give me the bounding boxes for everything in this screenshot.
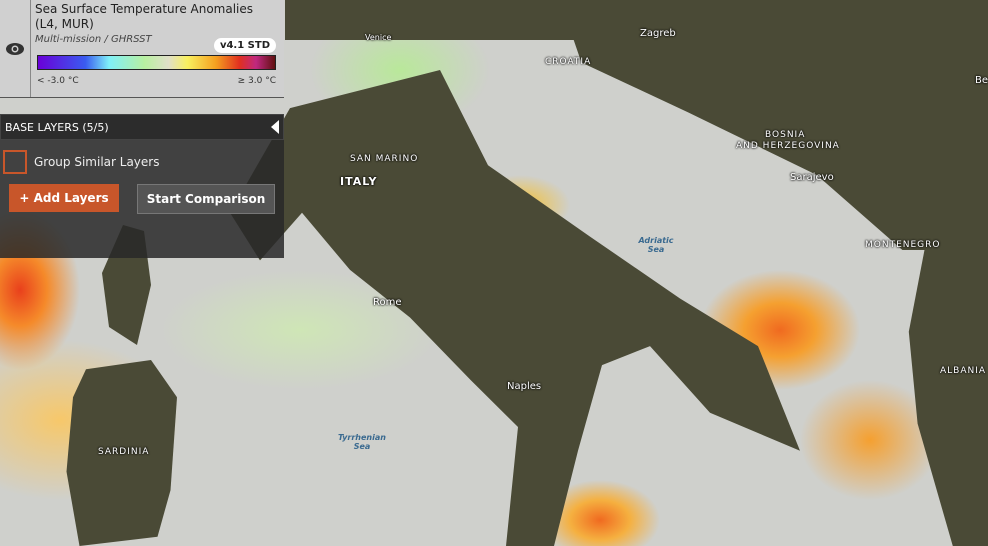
layer-item-sst-anomalies[interactable]: Sea Surface Temperature Anomalies (L4, M… bbox=[0, 0, 284, 98]
country-bosnia: BOSNIA bbox=[765, 130, 806, 140]
city-belgrade: Be bbox=[975, 75, 988, 86]
city-zagreb: Zagreb bbox=[640, 28, 676, 39]
base-layers-header[interactable]: BASE LAYERS (5/5) bbox=[0, 114, 284, 140]
city-rome: Rome bbox=[373, 297, 402, 308]
version-badge: v4.1 STD bbox=[213, 38, 276, 53]
group-similar-label: Group Similar Layers bbox=[34, 155, 160, 169]
add-layers-button[interactable]: + Add Layers bbox=[9, 184, 119, 212]
country-montenegro: MONTENEGRO bbox=[865, 240, 941, 250]
land-balkans bbox=[560, 0, 988, 250]
country-albania: ALBANIA bbox=[940, 366, 987, 376]
layer-subtitle: Multi-mission / GHRSST bbox=[35, 34, 152, 45]
land-sardinia bbox=[66, 360, 177, 546]
legend-min: < -3.0 °C bbox=[37, 76, 79, 86]
sea-adriatic: Adriatic Sea bbox=[638, 236, 674, 254]
group-similar-layers-checkbox[interactable]: Group Similar Layers bbox=[3, 150, 284, 174]
country-herzegovina: AND HERZEGOVINA bbox=[736, 141, 840, 151]
start-comparison-button[interactable]: Start Comparison bbox=[137, 184, 275, 214]
legend-max: ≥ 3.0 °C bbox=[237, 76, 276, 86]
country-sardinia: SARDINIA bbox=[98, 447, 150, 457]
city-naples: Naples bbox=[507, 381, 542, 392]
collapse-arrow-icon[interactable] bbox=[269, 119, 283, 135]
country-san-marino: SAN MARINO bbox=[350, 154, 419, 164]
country-croatia: CROATIA bbox=[545, 57, 592, 67]
base-layers-label: BASE LAYERS (5/5) bbox=[5, 120, 109, 134]
land-albania bbox=[908, 240, 988, 546]
sea-tyrrhenian: Tyrrhenian Sea bbox=[338, 433, 386, 451]
city-sarajevo: Sarajevo bbox=[790, 172, 834, 183]
eye-icon[interactable] bbox=[0, 0, 31, 97]
city-venice: Venice bbox=[365, 33, 392, 42]
layer-title: Sea Surface Temperature Anomalies (L4, M… bbox=[35, 2, 254, 31]
layer-panel: Sea Surface Temperature Anomalies (L4, M… bbox=[0, 0, 284, 258]
country-italy: ITALY bbox=[340, 175, 378, 188]
color-legend-bar bbox=[37, 55, 276, 70]
checkbox-box[interactable] bbox=[3, 150, 27, 174]
